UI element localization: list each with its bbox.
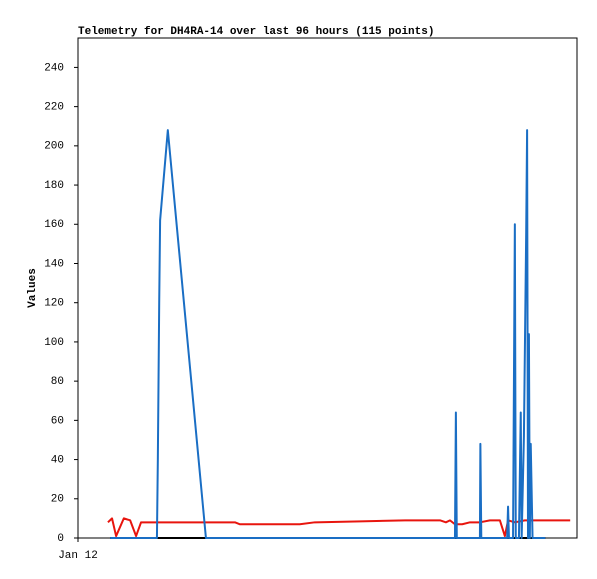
series-line: [107, 517, 571, 538]
y-tick-label: 40: [51, 454, 64, 466]
x-tick-label: Jan 12: [58, 550, 98, 562]
y-tick-label: 180: [44, 180, 64, 192]
y-tick-label: 80: [51, 376, 64, 388]
y-tick-label: 100: [44, 337, 64, 349]
y-tick-label: 200: [44, 141, 64, 153]
y-axis-label: Values: [27, 268, 39, 308]
y-tick-label: 220: [44, 102, 64, 114]
y-tick-label: 60: [51, 415, 64, 427]
series-line: [110, 129, 546, 539]
y-tick-label: 20: [51, 494, 64, 506]
y-tick-label: 160: [44, 219, 64, 231]
plot-frame: [77, 37, 578, 539]
y-tick-label: 240: [44, 62, 64, 74]
y-tick-label: 0: [57, 533, 64, 545]
chart-title: Telemetry for DH4RA-14 over last 96 hour…: [78, 26, 434, 38]
y-tick-label: 140: [44, 258, 64, 270]
y-tick-label: 120: [44, 298, 64, 310]
